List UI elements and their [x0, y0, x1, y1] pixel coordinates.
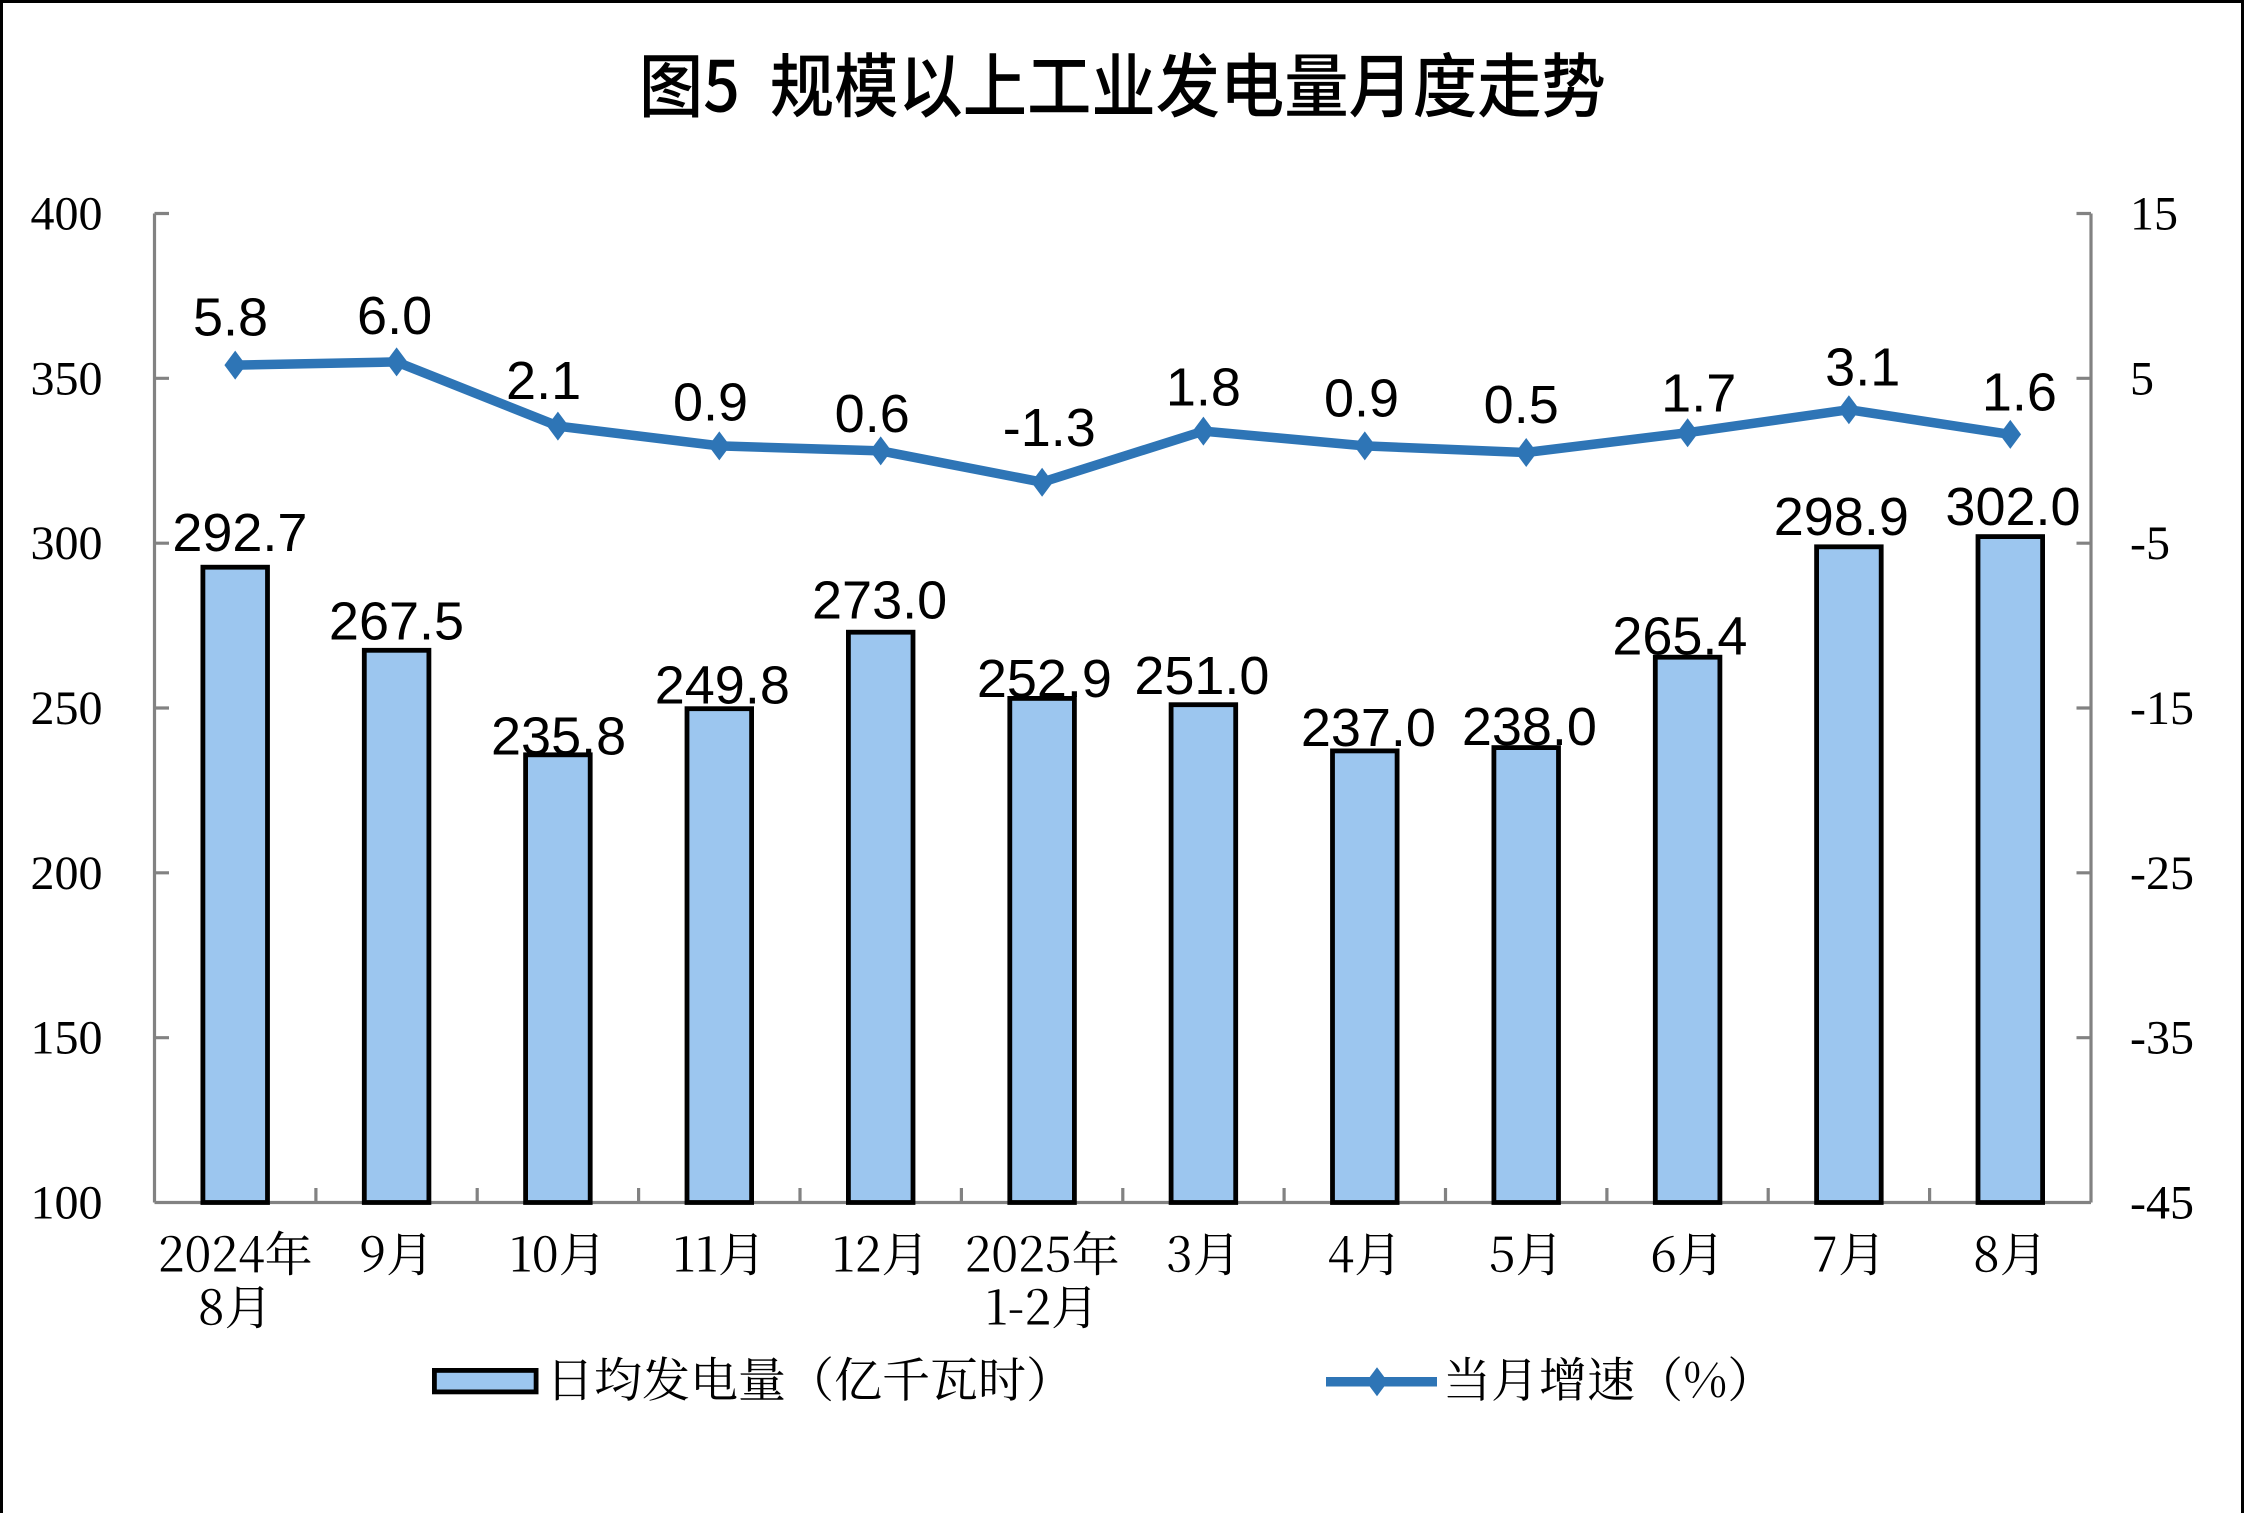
svg-text:252.9: 252.9	[977, 649, 1112, 709]
svg-text:-15: -15	[2130, 682, 2194, 735]
svg-text:150: 150	[31, 1012, 103, 1065]
svg-text:300: 300	[31, 517, 103, 570]
svg-text:251.0: 251.0	[1134, 646, 1269, 706]
svg-text:292.7: 292.7	[172, 503, 307, 563]
svg-text:100: 100	[31, 1177, 103, 1230]
svg-text:302.0: 302.0	[1945, 477, 2080, 537]
svg-text:5.8: 5.8	[193, 287, 268, 347]
svg-text:235.8: 235.8	[491, 706, 626, 766]
svg-text:1.6: 1.6	[1982, 362, 2057, 422]
svg-text:6.0: 6.0	[357, 286, 432, 346]
svg-text:298.9: 298.9	[1774, 487, 1909, 547]
svg-text:0.9: 0.9	[1324, 369, 1399, 429]
svg-text:200: 200	[31, 847, 103, 900]
svg-text:273.0: 273.0	[812, 571, 947, 631]
svg-text:1.8: 1.8	[1166, 357, 1241, 417]
svg-text:15: 15	[2130, 188, 2178, 241]
svg-text:350: 350	[31, 352, 103, 405]
svg-text:250: 250	[31, 682, 103, 735]
svg-text:265.4: 265.4	[1612, 607, 1747, 667]
svg-text:-5: -5	[2130, 517, 2170, 570]
svg-text:249.8: 249.8	[655, 655, 790, 715]
svg-text:267.5: 267.5	[329, 592, 464, 652]
svg-text:-35: -35	[2130, 1012, 2194, 1065]
svg-text:237.0: 237.0	[1301, 698, 1436, 758]
svg-text:-25: -25	[2130, 847, 2194, 900]
svg-text:238.0: 238.0	[1462, 697, 1597, 757]
svg-text:0.9: 0.9	[673, 372, 748, 432]
svg-text:5: 5	[2130, 352, 2154, 405]
svg-text:-45: -45	[2130, 1177, 2194, 1230]
svg-text:3.1: 3.1	[1825, 337, 1900, 397]
svg-text:1.7: 1.7	[1661, 364, 1736, 424]
svg-text:400: 400	[31, 188, 103, 241]
svg-text:0.5: 0.5	[1484, 375, 1559, 435]
svg-text:-1.3: -1.3	[1003, 398, 1096, 458]
svg-text:0.6: 0.6	[835, 384, 910, 444]
svg-text:2.1: 2.1	[506, 351, 581, 411]
